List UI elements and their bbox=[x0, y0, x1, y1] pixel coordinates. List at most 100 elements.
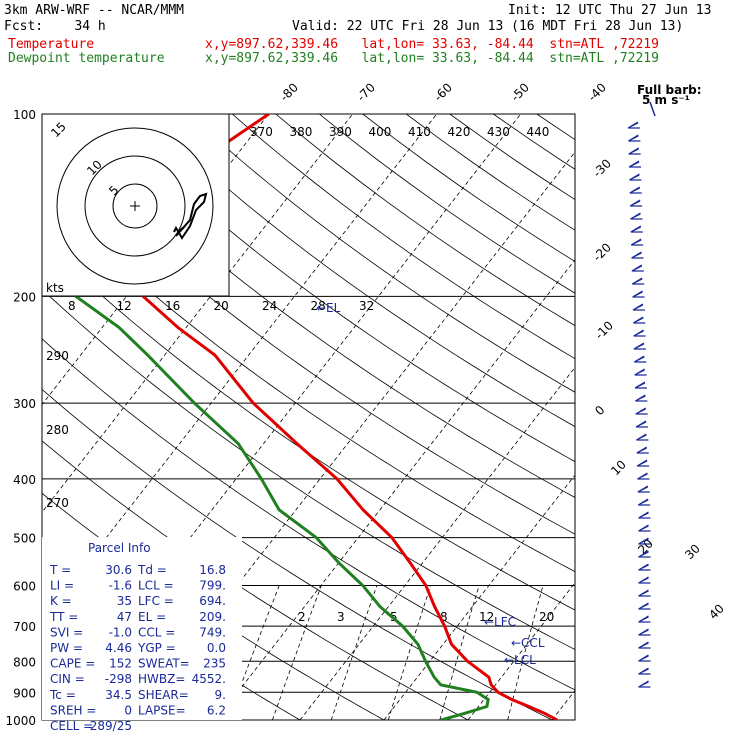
isotherm-label-right: -10 bbox=[592, 318, 616, 342]
pressure-label: 400 bbox=[13, 473, 36, 487]
hodograph-kts-label: kts bbox=[46, 281, 64, 295]
parcel-field-value: 9. bbox=[215, 688, 226, 702]
wind-barb bbox=[638, 537, 651, 545]
legend-dewpoint-loc: x,y=897.62,339.46 lat,lon= 33.63, -84.44… bbox=[205, 51, 659, 66]
dry-adiabat bbox=[188, 114, 575, 393]
mixing-ratio-label: 8 bbox=[440, 610, 448, 624]
parcel-field-label: TT = bbox=[49, 610, 78, 624]
parcel-field-value: 0 bbox=[124, 703, 132, 717]
isotherm bbox=[636, 114, 740, 720]
hodograph-trace bbox=[173, 192, 208, 240]
wind-barb bbox=[631, 251, 644, 259]
wind-barb bbox=[633, 342, 646, 350]
theta-label: 410 bbox=[408, 125, 431, 139]
dry-adiabat bbox=[101, 114, 575, 463]
wind-barb bbox=[634, 368, 647, 376]
parcel-field-label: LAPSE= bbox=[138, 703, 186, 717]
wind-barb bbox=[632, 290, 645, 298]
wind-barb bbox=[632, 316, 646, 324]
wind-barb bbox=[636, 446, 649, 454]
wind-barb bbox=[638, 563, 651, 571]
parcel-field-label: HWBZ= bbox=[138, 672, 185, 686]
legend-temperature-loc: x,y=897.62,339.46 lat,lon= 33.63, -84.44… bbox=[205, 37, 659, 52]
wind-barb bbox=[628, 147, 641, 155]
parcel-field-value: 4552. bbox=[192, 672, 226, 686]
parcel-field-value: 6.2 bbox=[207, 703, 226, 717]
mixing-ratio-line bbox=[387, 585, 432, 720]
pressure-label: 500 bbox=[13, 532, 36, 546]
isotherm bbox=[299, 366, 575, 720]
dry-adiabat bbox=[145, 114, 575, 428]
wind-barb bbox=[634, 381, 647, 389]
isotherm-label-right: 10 bbox=[608, 457, 629, 478]
wind-barb bbox=[638, 576, 651, 584]
wind-barb bbox=[629, 173, 642, 181]
parcel-field-label: CELL = bbox=[50, 719, 93, 733]
hodo-scale-label: 8 bbox=[68, 299, 76, 313]
hodo-scale-label: 24 bbox=[262, 299, 277, 313]
parcel-field-label: Td = bbox=[137, 563, 167, 577]
parcel-field-value: 16.8 bbox=[199, 563, 226, 577]
isotherm bbox=[720, 114, 740, 720]
parcel-field-label: PW = bbox=[50, 641, 83, 655]
wind-barb bbox=[635, 420, 649, 428]
legend-dewpoint: Dewpoint temperature bbox=[8, 51, 165, 66]
hodo-scale-label: 28 bbox=[311, 299, 326, 313]
wind-barb bbox=[638, 641, 651, 649]
ccl-marker: ←CCL bbox=[511, 636, 545, 650]
parcel-field-label: CIN = bbox=[50, 672, 85, 686]
parcel-field-label: K = bbox=[50, 594, 72, 608]
mixing-ratio-line bbox=[272, 585, 322, 720]
isotherm-label-top: -60 bbox=[431, 80, 455, 104]
dry-adiabat bbox=[42, 288, 575, 650]
theta-label: 430 bbox=[487, 125, 510, 139]
parcel-field-value: 209. bbox=[199, 610, 226, 624]
hodograph-ring bbox=[56, 127, 214, 285]
parcel-field-label: SWEAT= bbox=[138, 657, 190, 671]
parcel-field-label: LCL = bbox=[138, 579, 174, 593]
pressure-label: 300 bbox=[13, 397, 36, 411]
wind-barb bbox=[638, 628, 651, 636]
isotherm bbox=[467, 582, 575, 720]
wind-barb bbox=[629, 186, 642, 194]
valid-time: Valid: 22 UTC Fri 28 Jun 13 (16 MDT Fri … bbox=[292, 19, 684, 34]
mixing-ratio-line bbox=[227, 585, 280, 720]
wind-barb bbox=[637, 498, 651, 506]
dry-adiabat bbox=[42, 388, 553, 720]
mixing-ratio-label: 3 bbox=[337, 610, 345, 624]
parcel-field-value: 34.5 bbox=[105, 688, 132, 702]
side-label: 290 bbox=[46, 349, 69, 363]
pressure-label: 200 bbox=[13, 290, 36, 304]
isotherm-label-right: -20 bbox=[590, 240, 614, 264]
wind-barb bbox=[630, 225, 643, 233]
hodo-scale-label: 20 bbox=[214, 299, 229, 313]
isotherm-label-top: -40 bbox=[585, 80, 609, 104]
isotherm-label-top: -80 bbox=[277, 80, 301, 104]
dry-adiabat bbox=[362, 114, 575, 262]
hodo-scale-label: 12 bbox=[117, 299, 132, 313]
dry-adiabat bbox=[42, 191, 575, 573]
dry-adiabat bbox=[406, 114, 575, 231]
lcl-marker: ←LCL bbox=[504, 653, 536, 667]
dry-adiabat bbox=[536, 114, 575, 141]
parcel-field-value: 694. bbox=[199, 594, 226, 608]
wind-barb bbox=[638, 680, 651, 688]
model-title: 3km ARW-WRF -- NCAR/MMM bbox=[4, 3, 185, 18]
wind-barb bbox=[638, 589, 651, 597]
parcel-field-value: 152 bbox=[109, 657, 132, 671]
parcel-field-value: 4.46 bbox=[105, 641, 132, 655]
wind-barb bbox=[638, 550, 651, 558]
pressure-label: 1000 bbox=[5, 714, 36, 728]
forecast-hour: Fcst: 34 h bbox=[4, 19, 106, 34]
dewpoint-profile bbox=[42, 114, 490, 720]
parcel-field-value: 30.6 bbox=[105, 563, 132, 577]
parcel-field-label: EL = bbox=[138, 610, 166, 624]
hodograph-ring bbox=[84, 155, 186, 257]
dry-adiabat bbox=[42, 143, 575, 535]
wind-barb bbox=[638, 511, 651, 519]
wind-barb bbox=[630, 212, 643, 220]
parcel-field-value: -1.6 bbox=[109, 579, 132, 593]
dry-adiabat bbox=[42, 338, 575, 691]
dry-adiabat bbox=[232, 114, 575, 360]
